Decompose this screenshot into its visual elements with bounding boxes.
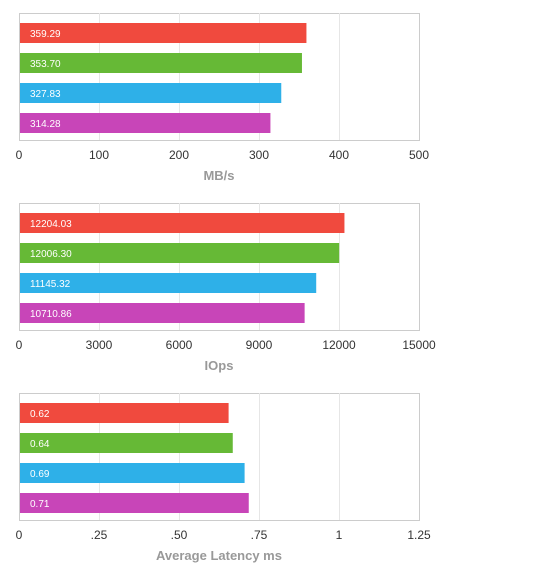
tick-label: .25: [91, 528, 108, 542]
tick-label: .50: [171, 528, 188, 542]
bar: [20, 113, 271, 133]
bar-value-label: 327.83: [30, 89, 61, 100]
bar-value-label: 12006.30: [30, 249, 72, 260]
x-axis-title: MB/s: [203, 168, 234, 183]
bar-value-label: 11145.32: [30, 279, 71, 290]
bar: [20, 433, 233, 453]
bar: [20, 243, 340, 263]
tick-label: 9000: [246, 338, 273, 352]
bar: [20, 53, 302, 73]
tick-label: 0: [16, 528, 23, 542]
bar: [20, 403, 229, 423]
bar: [20, 83, 282, 103]
tick-label: 500: [409, 148, 429, 162]
tick-label: 3000: [86, 338, 113, 352]
bar-value-label: 353.70: [30, 59, 61, 70]
bar-value-label: 359.29: [30, 29, 61, 40]
tick-label: 1.25: [407, 528, 431, 542]
bar-value-label: 12204.03: [30, 219, 72, 230]
tick-label: .75: [251, 528, 268, 542]
chart-3: 0.62 0.64 0.69 0.71 0 .25 .50 .75 1 1.25 Average L…: [16, 393, 431, 563]
tick-label: 100: [89, 148, 109, 162]
x-axis-title: Average Latency ms: [156, 548, 282, 563]
tick-label: 6000: [166, 338, 193, 352]
bar: [20, 463, 245, 483]
bar-value-label: 0.64: [30, 439, 50, 450]
bar: [20, 303, 305, 323]
bar: [20, 23, 307, 43]
chart-2: 12204.03 12006.30 11145.32 10710.86 0 3000 600…: [16, 203, 436, 373]
bar-value-label: 0.71: [30, 499, 50, 510]
x-axis-title: IOps: [205, 358, 234, 373]
tick-label: 12000: [322, 338, 356, 352]
bar-value-label: 10710.86: [30, 309, 72, 320]
chart-1: 359.29 353.70 327.83 314.28 0 100 200 300 400 500…: [16, 13, 429, 183]
tick-label: 400: [329, 148, 349, 162]
tick-label: 0: [16, 338, 23, 352]
bar-value-label: 0.69: [30, 469, 50, 480]
bar: [20, 213, 345, 233]
tick-label: 300: [249, 148, 269, 162]
tick-label: 200: [169, 148, 189, 162]
tick-label: 1: [336, 528, 343, 542]
tick-label: 0: [16, 148, 23, 162]
bar-value-label: 0.62: [30, 409, 50, 420]
tick-label: 15000: [402, 338, 436, 352]
bar: [20, 273, 317, 293]
bar: [20, 493, 249, 513]
bar-value-label: 314.28: [30, 119, 61, 130]
